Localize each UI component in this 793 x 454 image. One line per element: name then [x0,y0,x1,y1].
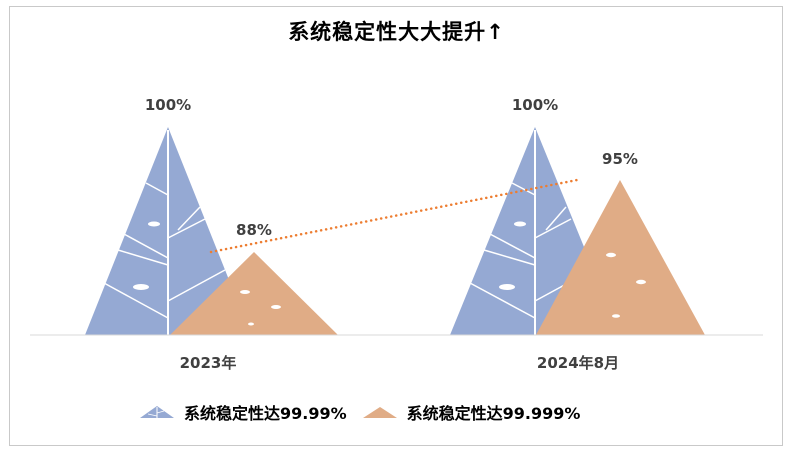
bar-2023-series2 [170,252,338,335]
orange-triangle-icon [362,407,397,418]
category-label-2024: 2024年8月 [536,354,620,372]
category-label-2023: 2023年 [179,354,237,372]
arrow-up-icon: ↑ [486,20,505,44]
data-label-2023-series1: 100% [144,96,192,114]
blue-triangle-icon [140,406,174,418]
legend-item-series1[interactable]: 系统稳定性达99.99% [138,400,347,424]
data-label-2024-series1: 100% [511,96,559,114]
bar-2024-series2 [536,180,705,335]
bar-2023-series1 [85,127,251,335]
chart-title-text: 系统稳定性大大提升 [288,20,487,44]
legend-label-series2: 系统稳定性达99.999% [406,404,581,423]
legend: 系统稳定性达99.99% 系统稳定性达99.999% [138,400,580,424]
data-label-2024-series2: 95% [602,150,638,168]
data-label-2023-series2: 88% [236,221,272,239]
chart-title: 系统稳定性大大提升↑ [0,16,793,46]
trendline [209,178,579,254]
legend-label-series1: 系统稳定性达99.99% [184,404,347,423]
legend-item-series2[interactable]: 系统稳定性达99.999% [361,400,581,424]
